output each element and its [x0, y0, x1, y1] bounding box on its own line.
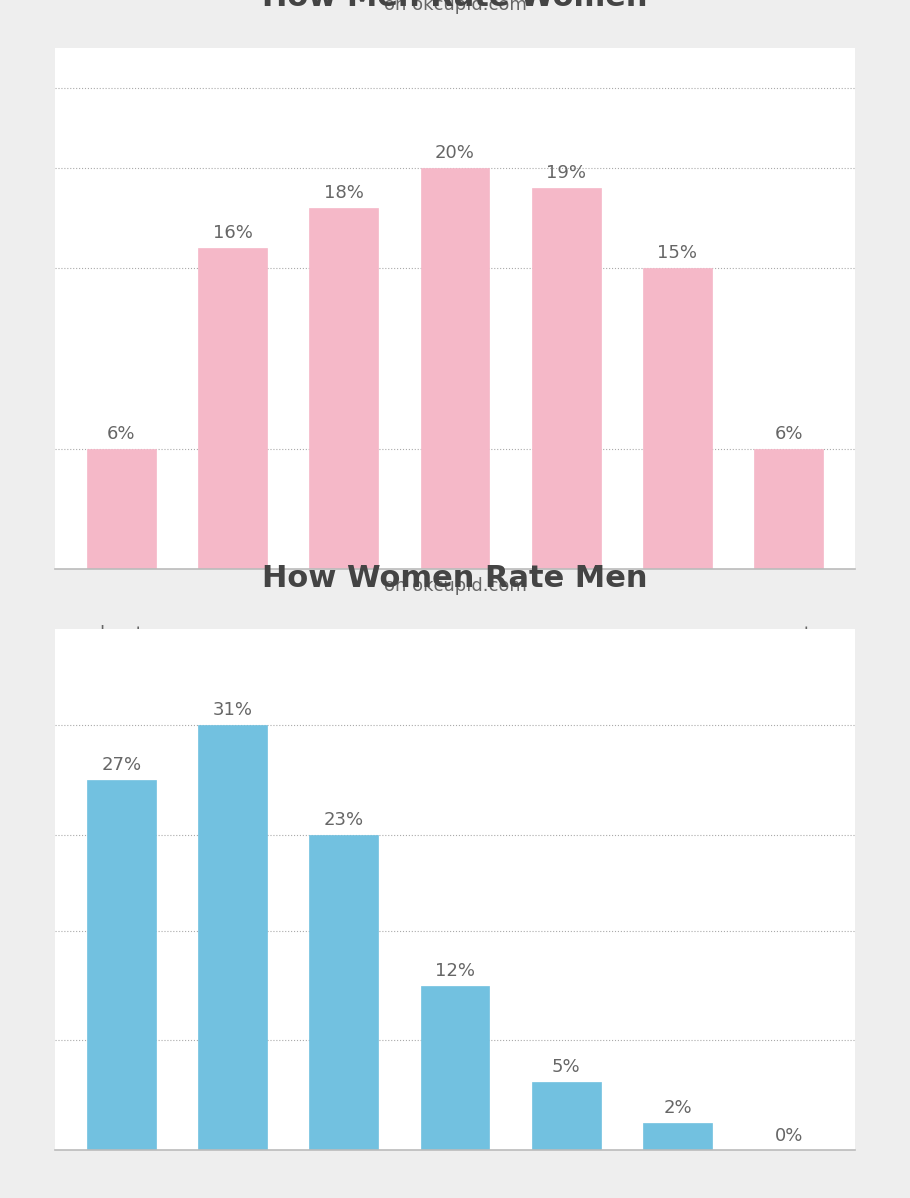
Text: most
attractive: most attractive	[745, 625, 833, 664]
Text: 18%: 18%	[324, 184, 364, 202]
Bar	[198, 248, 267, 569]
Bar	[643, 268, 712, 569]
Text: 27%: 27%	[101, 756, 141, 774]
Bar	[86, 449, 156, 569]
Text: 12%: 12%	[435, 962, 475, 980]
Bar	[531, 1082, 601, 1150]
Bar	[198, 725, 267, 1150]
Bar	[86, 780, 156, 1150]
Text: 23%: 23%	[324, 811, 364, 829]
Text: on okcupid.com: on okcupid.com	[383, 577, 527, 595]
Bar	[420, 986, 490, 1150]
Text: 2%: 2%	[663, 1100, 692, 1118]
Text: 5%: 5%	[551, 1058, 581, 1076]
Bar	[309, 835, 379, 1150]
Text: 19%: 19%	[546, 164, 586, 182]
Text: 0%: 0%	[774, 1126, 803, 1144]
Text: on okcupid.com: on okcupid.com	[383, 0, 527, 14]
Bar	[754, 449, 824, 569]
Title: How Women Rate Men: How Women Rate Men	[262, 564, 648, 593]
Text: 6%: 6%	[107, 425, 136, 443]
Bar	[643, 1123, 712, 1150]
Text: least
attractive: least attractive	[77, 625, 165, 664]
Text: 31%: 31%	[213, 702, 253, 720]
Text: 16%: 16%	[213, 224, 252, 242]
Bar	[309, 208, 379, 569]
Text: 20%: 20%	[435, 144, 475, 162]
Text: 15%: 15%	[657, 244, 697, 262]
Title: How Men Rate Women: How Men Rate Women	[262, 0, 648, 12]
Text: 6%: 6%	[774, 425, 803, 443]
Bar	[420, 168, 490, 569]
Bar	[531, 188, 601, 569]
